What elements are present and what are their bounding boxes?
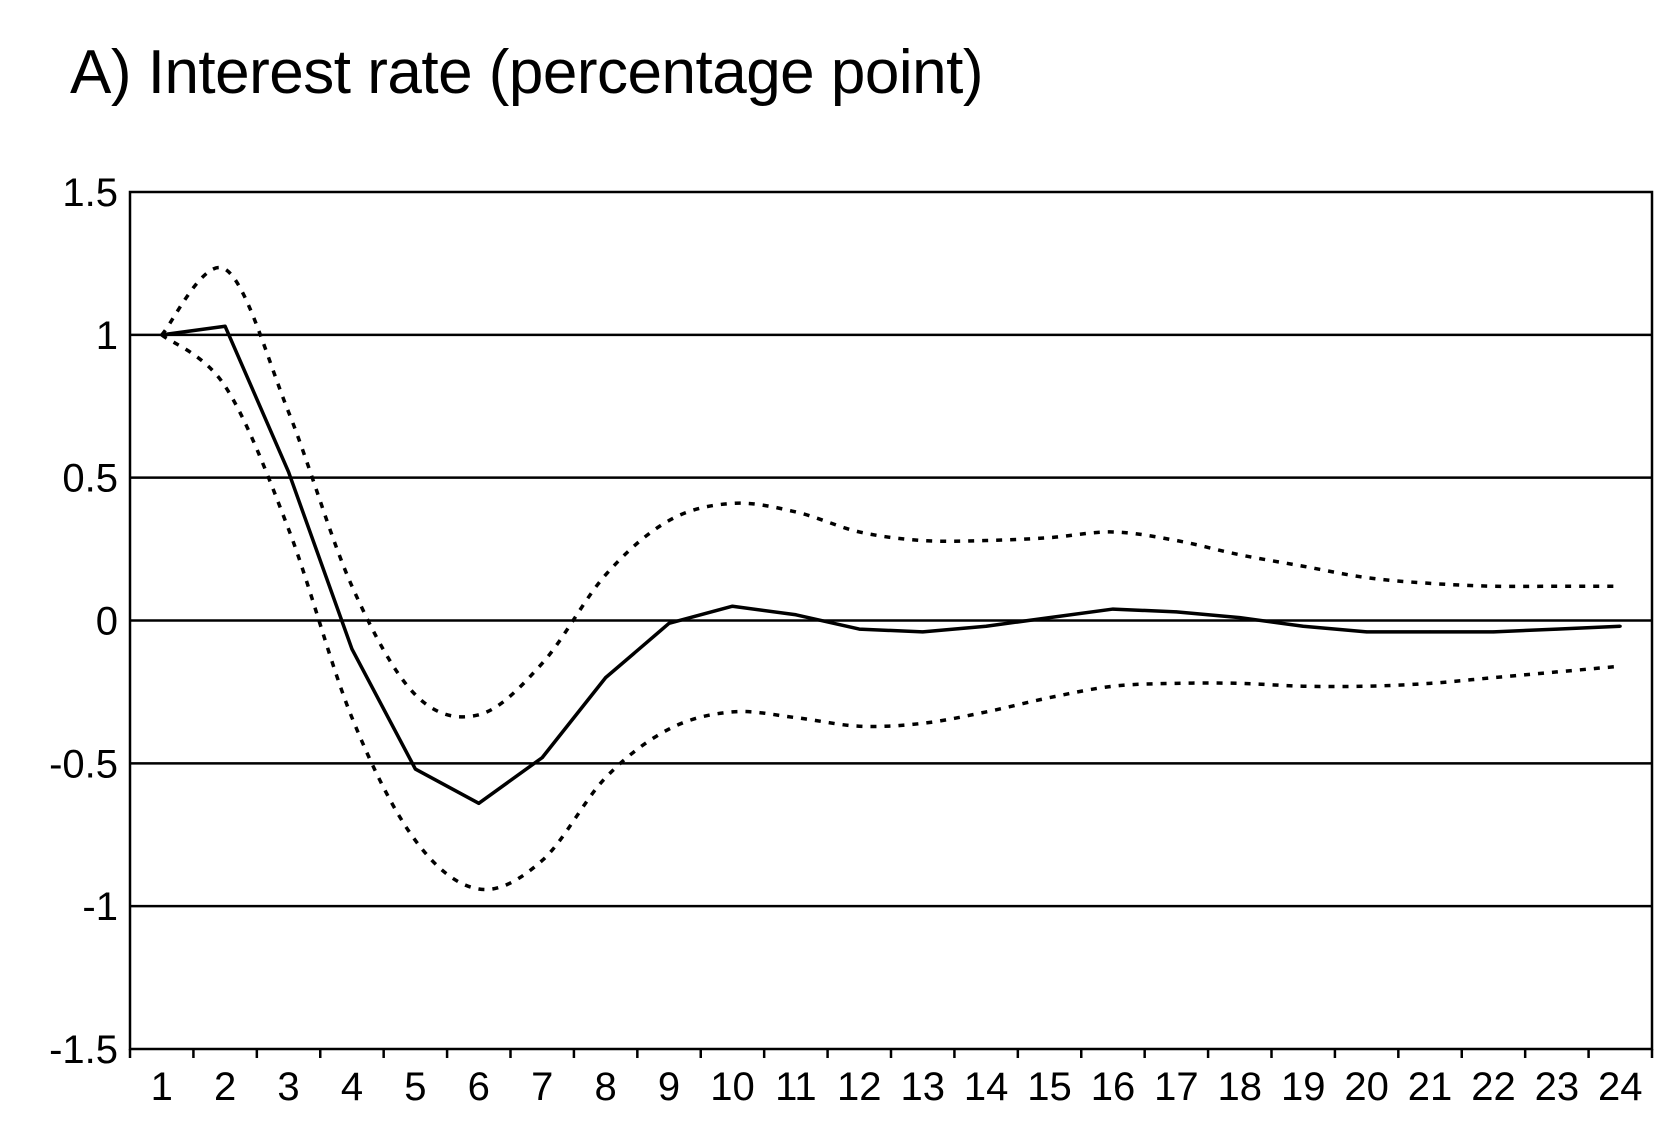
data-point bbox=[413, 767, 417, 771]
x-tick-label: 11 bbox=[775, 1065, 817, 1109]
data-point bbox=[730, 604, 734, 608]
x-tick-label: 19 bbox=[1281, 1065, 1326, 1109]
data-point bbox=[1238, 616, 1242, 620]
x-tick-label: 17 bbox=[1154, 1065, 1199, 1109]
x-tick-label: 16 bbox=[1091, 1065, 1136, 1109]
x-tick-label: 12 bbox=[837, 1065, 882, 1109]
x-tick-label: 21 bbox=[1408, 1065, 1453, 1109]
x-tick-label: 7 bbox=[531, 1065, 553, 1109]
x-tick-label: 15 bbox=[1027, 1065, 1072, 1109]
x-tick-label: 2 bbox=[214, 1065, 236, 1109]
impulse-response-line bbox=[161, 324, 1621, 806]
data-point bbox=[667, 621, 671, 625]
x-tick-label: 1 bbox=[151, 1065, 173, 1109]
data-point bbox=[287, 470, 291, 474]
x-tick-label: 3 bbox=[277, 1065, 299, 1109]
confidence-band-line-1 bbox=[160, 265, 1621, 719]
x-axis-tick-labels: 1 2 3 4 5 6 7 8 9 10 11 12 13 14 15 16 17 18 19 20 21 22 23 24 bbox=[151, 1065, 1643, 1109]
x-tick-label: 24 bbox=[1598, 1065, 1643, 1109]
data-point bbox=[604, 676, 608, 680]
x-tick-label: 5 bbox=[404, 1065, 426, 1109]
data-point bbox=[1301, 624, 1305, 628]
data-point bbox=[477, 801, 481, 805]
data-point bbox=[1491, 630, 1495, 634]
y-tick-label: 0.5 bbox=[62, 457, 118, 501]
data-point bbox=[540, 756, 544, 760]
y-tick-label: -1 bbox=[82, 885, 118, 929]
y-tick-label: 1.5 bbox=[62, 171, 118, 215]
x-tick-label: 14 bbox=[964, 1065, 1009, 1109]
data-point bbox=[1174, 610, 1178, 614]
x-tick-label: 4 bbox=[341, 1065, 363, 1109]
x-tick-label: 10 bbox=[710, 1065, 755, 1109]
x-axis-ticks bbox=[128, 1049, 1654, 1058]
data-point bbox=[921, 630, 925, 634]
data-point bbox=[1048, 616, 1052, 620]
x-tick-label: 20 bbox=[1344, 1065, 1389, 1109]
series-layer bbox=[160, 265, 1622, 892]
y-tick-label: 1 bbox=[96, 314, 118, 358]
x-tick-label: 6 bbox=[468, 1065, 490, 1109]
data-point bbox=[1618, 624, 1622, 628]
chart-title: A) Interest rate (percentage point) bbox=[70, 38, 983, 107]
y-tick-label: -1.5 bbox=[49, 1028, 118, 1072]
confidence-band-line-2 bbox=[160, 333, 1621, 892]
data-point bbox=[1111, 607, 1115, 611]
data-point bbox=[857, 627, 861, 631]
data-point bbox=[223, 324, 227, 328]
data-point bbox=[794, 613, 798, 617]
data-point bbox=[1428, 630, 1432, 634]
data-point bbox=[984, 624, 988, 628]
data-point bbox=[1365, 630, 1369, 634]
x-tick-label: 18 bbox=[1218, 1065, 1263, 1109]
y-tick-label: 0 bbox=[96, 600, 118, 644]
y-axis-tick-labels: 1.5 1 0.5 0 -0.5 -1 -1.5 bbox=[49, 171, 118, 1072]
x-tick-label: 22 bbox=[1471, 1065, 1516, 1109]
x-tick-label: 23 bbox=[1535, 1065, 1580, 1109]
gridlines bbox=[130, 333, 1652, 908]
y-tick-label: -0.5 bbox=[49, 742, 118, 786]
x-tick-label: 9 bbox=[658, 1065, 680, 1109]
x-tick-label: 8 bbox=[595, 1065, 617, 1109]
x-tick-label: 13 bbox=[900, 1065, 945, 1109]
data-point bbox=[350, 647, 354, 651]
data-point bbox=[1555, 627, 1559, 631]
